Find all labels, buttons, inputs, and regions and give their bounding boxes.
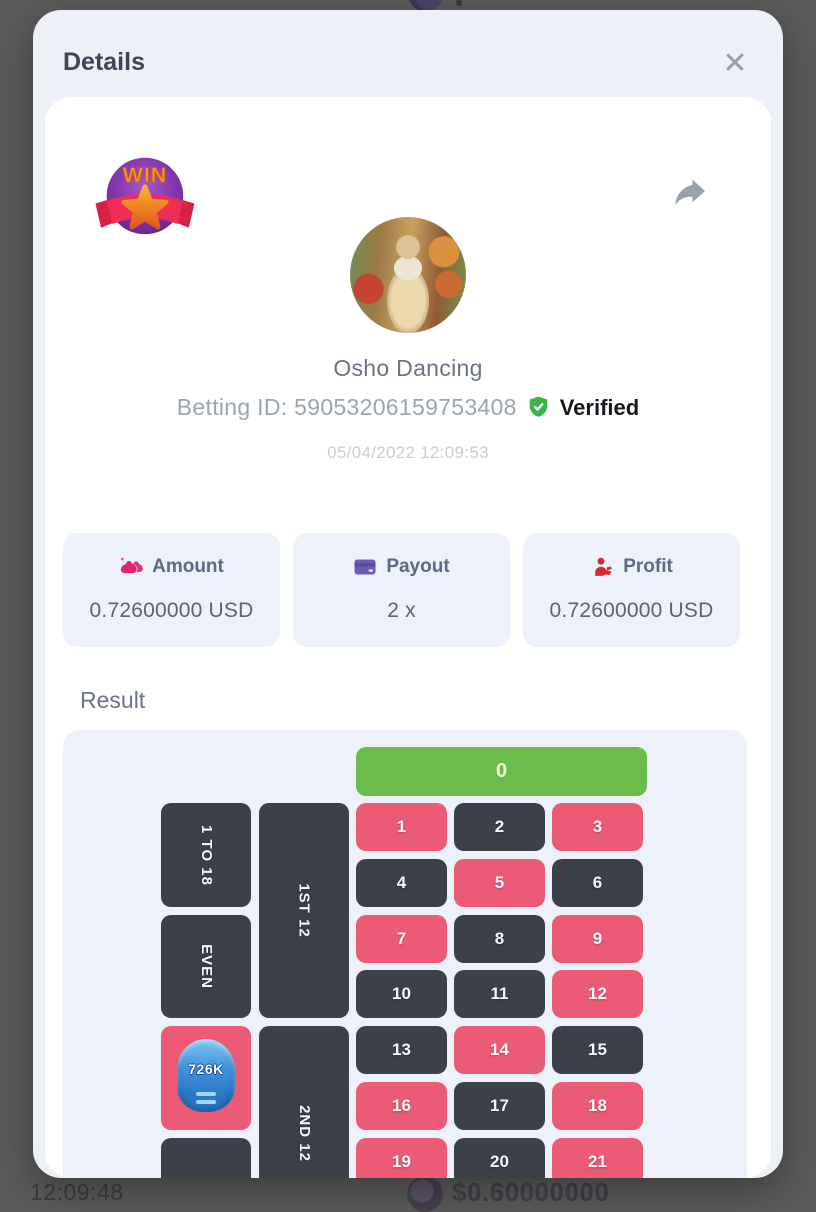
roulette-cell-7: 7	[356, 914, 447, 963]
details-modal: Details ✕ WIN	[33, 10, 783, 1178]
verified-shield-icon	[526, 395, 551, 420]
roulette-cell-16: 16	[356, 1081, 447, 1130]
share-icon[interactable]	[670, 175, 710, 215]
roulette-cell-10: 10	[356, 970, 447, 1019]
roulette-bet-2nd12: 2ND 12	[259, 1026, 349, 1178]
profit-value: 0.72600000 USD	[549, 599, 714, 622]
profit-label: Profit	[623, 556, 673, 577]
hand-coin-icon	[590, 555, 614, 579]
bet-chip-amount: 726K	[188, 1060, 224, 1077]
roulette-cell-14: 14	[454, 1026, 545, 1075]
roulette-cell-2: 2	[454, 803, 545, 851]
user-name: Osho Dancing	[333, 355, 483, 381]
roulette-cell-5: 5	[454, 858, 545, 907]
roulette-number-grid: 1 2 3 4 5 6 7 8 9 10 11 12 13 14 15 16 17 18 19 20 21	[356, 803, 643, 1178]
roulette-bet-1st12: 1ST 12	[259, 803, 349, 1018]
background-coin-icon-bottom	[407, 1176, 443, 1212]
payout-label: Payout	[386, 556, 450, 577]
background-bet-amount: $0.60000000	[452, 1177, 610, 1207]
amount-value: 0.72600000 USD	[89, 599, 254, 622]
win-badge-icon: WIN	[88, 147, 200, 245]
amount-card: Amount 0.72600000 USD	[63, 533, 280, 647]
avatar	[350, 217, 466, 333]
roulette-cell-18: 18	[552, 1081, 643, 1130]
roulette-bet-even: EVEN	[161, 915, 251, 1018]
modal-title: Details	[63, 48, 145, 76]
roulette-cell-13: 13	[356, 1026, 447, 1075]
background-bet-time: 12:09:48	[30, 1179, 124, 1205]
amount-label: Amount	[152, 556, 224, 577]
result-title: Result	[80, 687, 146, 713]
roulette-cell-19: 19	[356, 1137, 447, 1178]
roulette-bet-1to18: 1 TO 18	[161, 803, 251, 907]
background-text-fragment	[456, 0, 462, 6]
credit-card-icon	[353, 555, 377, 579]
roulette-cell-15: 15	[552, 1026, 643, 1075]
roulette-result-panel: 0 1 2 3 4 5 6 7 8 9 10 11 12 13 14 15 16 17 18 19 20 21 1 TO…	[63, 730, 747, 1178]
roulette-bet-black	[161, 1138, 251, 1178]
roulette-cell-4: 4	[356, 858, 447, 907]
roulette-cell-12: 12	[552, 970, 643, 1019]
roulette-cell-20: 20	[454, 1137, 545, 1178]
betting-row: Betting ID: 59053206159753408 Verified	[45, 394, 771, 421]
payout-card: Payout 2 x	[293, 533, 510, 647]
money-bag-icon	[119, 555, 143, 579]
betting-id: Betting ID: 59053206159753408	[176, 394, 517, 420]
roulette-cell-8: 8	[454, 914, 545, 963]
roulette-cell-6: 6	[552, 858, 643, 907]
roulette-cell-1: 1	[356, 803, 447, 851]
profit-card: Profit 0.72600000 USD	[523, 533, 740, 647]
background-coin-icon-top	[407, 0, 444, 11]
svg-text:WIN: WIN	[123, 163, 168, 187]
roulette-cell-21: 21	[552, 1137, 643, 1178]
bet-timestamp: 05/04/2022 12:09:53	[327, 443, 489, 462]
verified-label: Verified	[559, 394, 640, 420]
details-card: WIN Osho Dancing Betting ID: 59053206159…	[45, 97, 771, 1178]
roulette-cell-11: 11	[454, 970, 545, 1019]
close-icon[interactable]: ✕	[717, 46, 753, 82]
stats-row: Amount 0.72600000 USD Payout 2 x	[45, 533, 771, 647]
roulette-cell-0: 0	[356, 747, 647, 796]
roulette-cell-9: 9	[552, 914, 643, 963]
roulette-cell-17: 17	[454, 1081, 545, 1130]
roulette-cell-3: 3	[552, 803, 643, 851]
bet-chip: 726K	[177, 1039, 235, 1112]
payout-value: 2 x	[387, 599, 416, 622]
